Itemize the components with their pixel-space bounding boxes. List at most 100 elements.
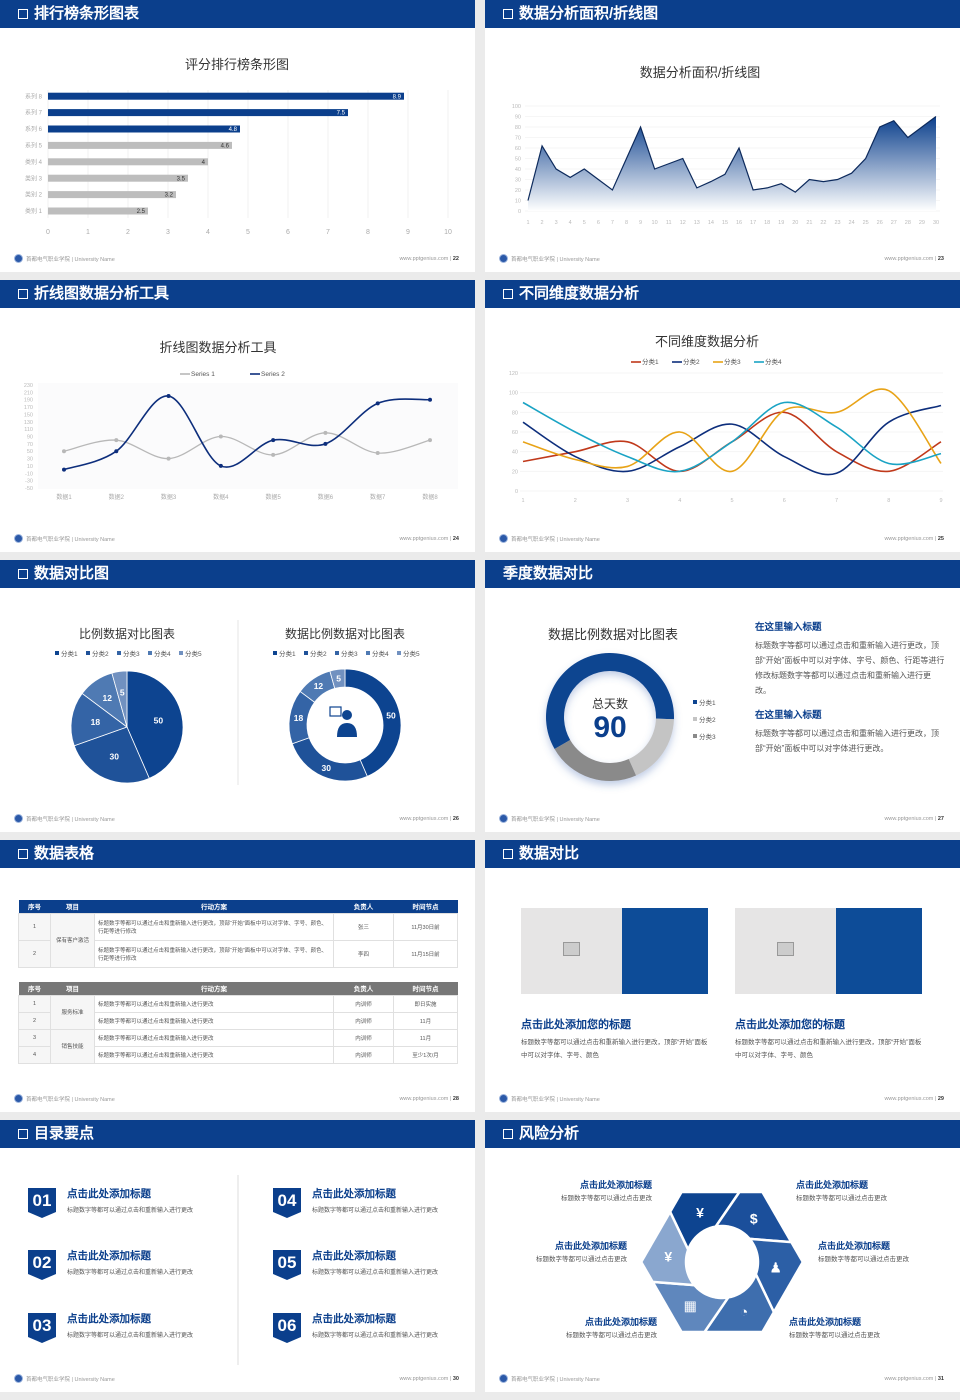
bar-value-label: 3.5 [177,176,186,182]
cell-plan: 标题数字等都可以通过点击和重新输入进行更改 [94,1011,334,1030]
page-number: 24 [452,536,459,542]
toc-heading[interactable]: 点击此处添加标题 [312,1250,396,1262]
cell-plan: 标题数字等都可以通过点击和重新输入进行更改 [94,1045,334,1064]
bar-value-label: 4.6 [221,144,230,150]
cycle-segment [714,1190,793,1244]
legend-label: 分类1 [279,649,296,658]
series-line [63,432,431,460]
chart-title: 评分排行榜条形图 [185,57,289,72]
x-tick-label: 7 [326,229,330,236]
footer-school: 首都电气职业学院 | University Name [511,536,600,543]
slide-22: 排行榜条形图表 评分排行榜条形图 0 1 2 3 4 5 6 7 8 9 10 2.5 类别 1 3.2 类别 … [0,0,475,272]
slide-header: 不同维度数据分析 [485,280,960,308]
column-header: 行动方案 [201,904,227,912]
data-point [114,449,119,454]
card-text: 标题数字等都可以通过点击和重新输入进行更改，顶部“开始”面板中可以对字体、字号、… [521,1039,708,1059]
toc-text: 标题数字等都可以通过点击和重新输入进行更改 [67,1270,194,1276]
footer-right: www.pptgenius.com | 28 [399,1096,459,1102]
y-tick-label: 40 [515,167,521,173]
footer-school: 首都电气职业学院 | University Name [26,256,115,263]
risk-heading[interactable]: 点击此处添加标题 [554,1241,627,1251]
data-point [166,394,171,399]
x-tick-label: 9 [639,220,642,226]
legend-swatch [117,651,121,655]
area-fill [528,116,936,211]
slice-label: 18 [91,717,101,727]
legend-label: 分类2 [92,649,109,658]
legend-swatch [304,651,308,655]
checkbox-icon [503,9,513,19]
bar [48,92,404,100]
toc-heading[interactable]: 点击此处添加标题 [312,1313,396,1325]
footer-site: www.pptgenius.com [884,1376,934,1382]
x-tick-label: 29 [919,220,925,226]
footer-site: www.pptgenius.com [399,1096,449,1102]
footer-school: 首都电气职业学院 | University Name [511,1096,600,1103]
column-header: 序号 [28,986,41,994]
table-row: 3 销售技能 标题数字等都可以通过点击和重新输入进行更改 内训师 11月 [18,1028,458,1064]
footer-left: 首都电气职业学院 | University Name [499,254,600,263]
category-label: 类别 1 [25,207,43,215]
risk-heading[interactable]: 点击此处添加标题 [796,1180,869,1190]
cell-owner: 内训师 [333,1028,394,1047]
legend-swatch [366,651,370,655]
checkbox-icon [503,289,513,299]
toc-heading[interactable]: 点击此处添加标题 [312,1188,396,1200]
footer-right: www.pptgenius.com | 31 [884,1376,944,1382]
slide-canvas: 不同维度数据分析 0 20 40 60 80 100 120 分类1 分类2 分类3 分类4 1 2 3 4 5… [509,334,943,504]
slice-label: 12 [102,693,112,703]
legend-label: 分类1 [61,649,78,658]
category-label: 类别 2 [25,191,43,199]
risk-heading[interactable]: 点击此处添加标题 [584,1317,657,1327]
slide-title: 风险分析 [519,1125,580,1142]
footer-site: www.pptgenius.com [399,816,449,822]
legend-swatch [86,651,90,655]
page-number: 30 [452,1376,459,1382]
chart-title: 数据比例数据对比图表 [285,626,405,641]
cell-project: 销售技能 [50,1028,95,1064]
toc-heading[interactable]: 点击此处添加标题 [67,1250,151,1262]
x-tick-label: 9 [406,229,410,236]
bar [48,207,148,215]
y-tick-label: 110 [24,427,33,433]
x-tick-label: 4 [678,498,681,504]
checkbox-icon [18,569,28,579]
university-logo-icon [499,814,508,823]
legend-label: 分类3 [699,732,716,741]
y-tick-label: 150 [24,412,33,418]
card-heading[interactable]: 点击此处添加您的标题 [521,1019,631,1031]
table-row: 2 标题数字等都可以通过点击和重新输入进行更改，顶部“开始”面板中可以对字体、字号… [18,939,458,968]
column-header: 负责人 [353,904,374,912]
bar [48,141,232,149]
legend-label: 分类5 [403,649,420,658]
toc-heading[interactable]: 点击此处添加标题 [67,1188,151,1200]
chart-title: 比例数据对比图表 [79,626,175,641]
y-tick-label: 130 [24,420,33,426]
toc-text: 标题数字等都可以通过点击和重新输入进行更改 [67,1208,194,1214]
data-point [62,449,66,454]
toc-heading[interactable]: 点击此处添加标题 [67,1313,151,1325]
image-placeholder[interactable] [735,908,836,994]
toc-text: 标题数字等都可以通过点击和重新输入进行更改 [67,1333,194,1339]
risk-heading[interactable]: 点击此处添加标题 [789,1317,862,1327]
risk-heading[interactable]: 点击此处添加标题 [579,1180,652,1190]
footer-right: www.pptgenius.com | 30 [399,1376,459,1382]
risk-heading[interactable]: 点击此处添加标题 [818,1241,891,1251]
speech-bubble [329,706,342,717]
footer-left: 首都电气职业学院 | University Name [499,534,600,543]
legend-swatch [693,734,697,738]
bar [48,174,188,182]
x-tick-label: 19 [778,220,784,226]
number-badge: 05 [273,1250,301,1280]
legend-swatch [335,651,339,655]
bar [48,191,176,199]
slice-label: 5 [336,673,341,683]
card-heading[interactable]: 点击此处添加您的标题 [735,1019,845,1031]
image-placeholder[interactable] [521,908,622,994]
data-point [323,441,328,446]
slide-header: 数据表格 [0,840,475,868]
x-tick-label: 4 [569,220,572,226]
slide-header: 数据分析面积/折线图 [485,0,960,28]
footer-right: www.pptgenius.com | 26 [399,816,459,822]
